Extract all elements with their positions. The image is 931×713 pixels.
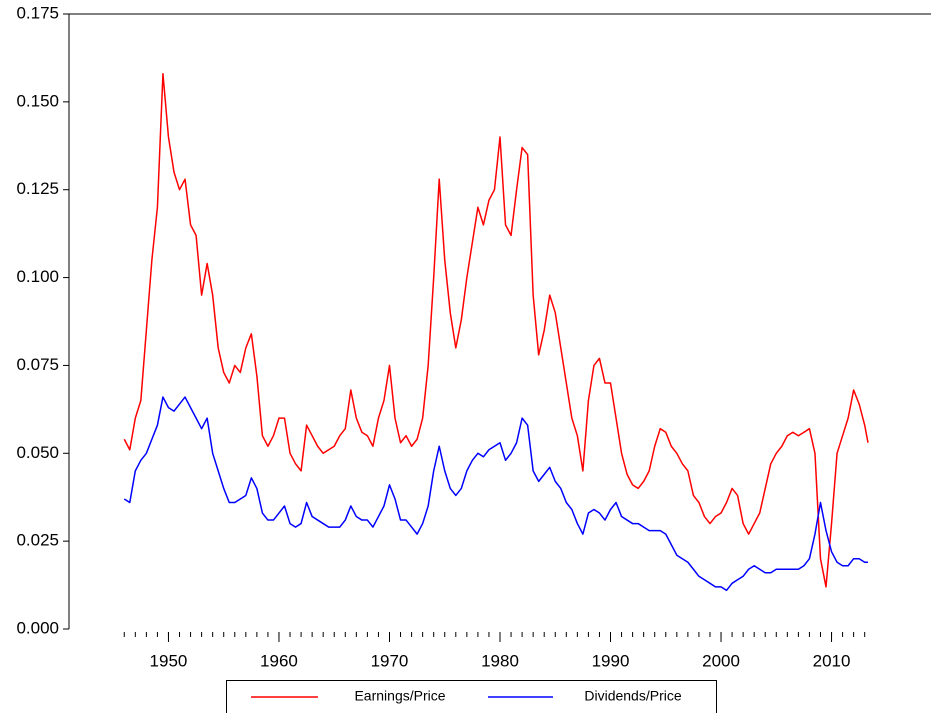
series-line — [123, 396, 869, 592]
y-tick-label: 0.150 — [16, 91, 59, 110]
legend-box — [226, 680, 717, 713]
y-tick-label: 0.175 — [16, 3, 59, 22]
series-line — [123, 72, 869, 588]
x-tick-label: 1980 — [481, 651, 519, 670]
x-tick-label: 1990 — [592, 651, 630, 670]
x-tick-label: 2000 — [702, 651, 740, 670]
legend-label: Dividends/Price — [584, 688, 681, 704]
x-tick-label: 1950 — [150, 651, 188, 670]
y-tick-label: 0.125 — [16, 179, 59, 198]
y-tick-label: 0.050 — [16, 443, 59, 462]
x-tick-label: 1970 — [371, 651, 409, 670]
x-tick-label: 2010 — [813, 651, 851, 670]
y-tick-label: 0.100 — [16, 267, 59, 286]
y-tick-label: 0.000 — [16, 618, 59, 637]
legend-label: Earnings/Price — [354, 688, 445, 704]
y-tick-label: 0.025 — [16, 531, 59, 550]
x-tick-label: 1960 — [260, 651, 298, 670]
y-tick-label: 0.075 — [16, 355, 59, 374]
